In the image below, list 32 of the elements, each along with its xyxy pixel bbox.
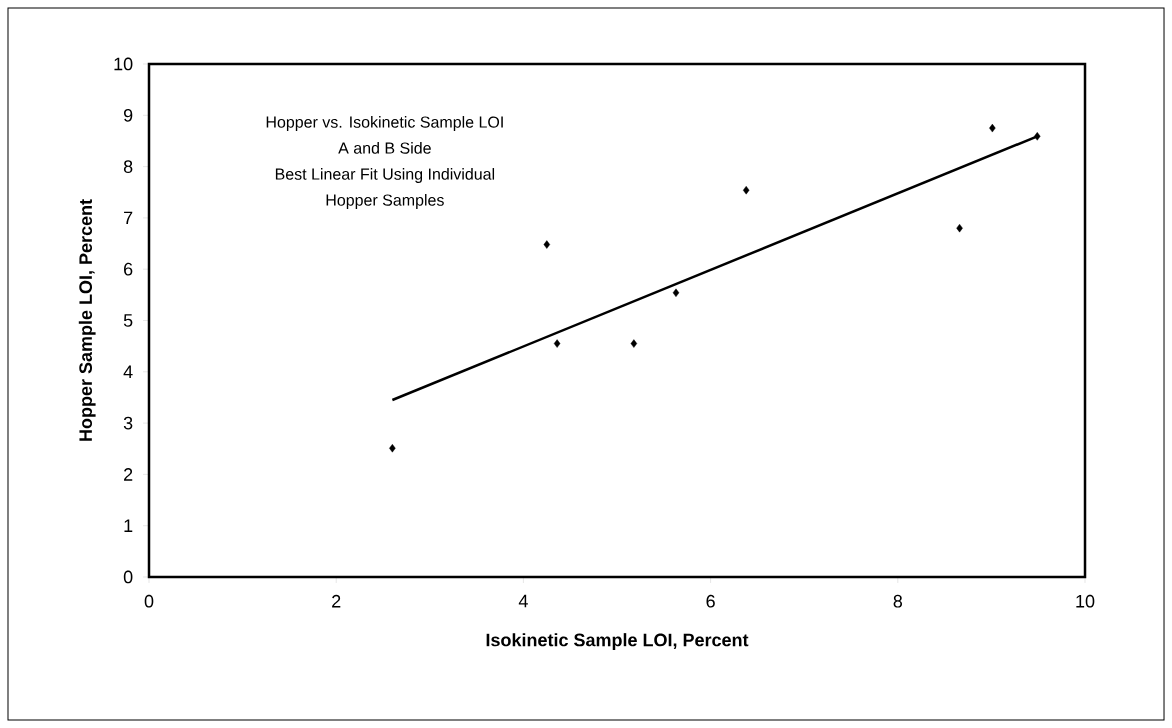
point [1034, 132, 1041, 141]
y-tick-label: 7 [124, 211, 133, 225]
y-tick-label: 10 [114, 57, 133, 71]
y-tick-label: 1 [124, 519, 133, 532]
point [630, 339, 638, 348]
point [956, 223, 963, 233]
y-tick-label: 5 [123, 314, 133, 327]
x-tick-label: 4 [518, 594, 528, 608]
point [553, 339, 561, 348]
y-tick-label: 0 [123, 570, 133, 584]
annotation: Hopper Samples [326, 194, 444, 209]
point [742, 185, 750, 195]
x-tick-label: 2 [332, 594, 341, 608]
y-tick-label: 4 [123, 365, 133, 378]
point [543, 240, 551, 249]
y-axis-title: Hopper Sample LOI, Percent [78, 199, 96, 441]
point [672, 288, 680, 297]
x-tick-label: 0 [144, 594, 154, 608]
annotation: Best Linear Fit Using Individual [275, 168, 495, 183]
y-tick-label: 8 [123, 160, 133, 173]
point [389, 444, 396, 453]
x-axis-title: Isokinetic Sample LOI, Percent [486, 633, 749, 650]
y-tick-label: 2 [124, 468, 133, 481]
x-tick-label: 8 [893, 594, 903, 608]
y-tick-label: 9 [123, 108, 133, 122]
annotation: A and B Side [338, 142, 431, 154]
y-tick-label: 6 [124, 262, 133, 276]
point [989, 123, 996, 133]
annotation: Hopper vs. Isokinetic Sample LOI [266, 116, 503, 131]
y-tick-label: 3 [123, 416, 133, 430]
x-tick-label: 6 [706, 594, 715, 608]
x-tick-label: 10 [1076, 594, 1095, 608]
